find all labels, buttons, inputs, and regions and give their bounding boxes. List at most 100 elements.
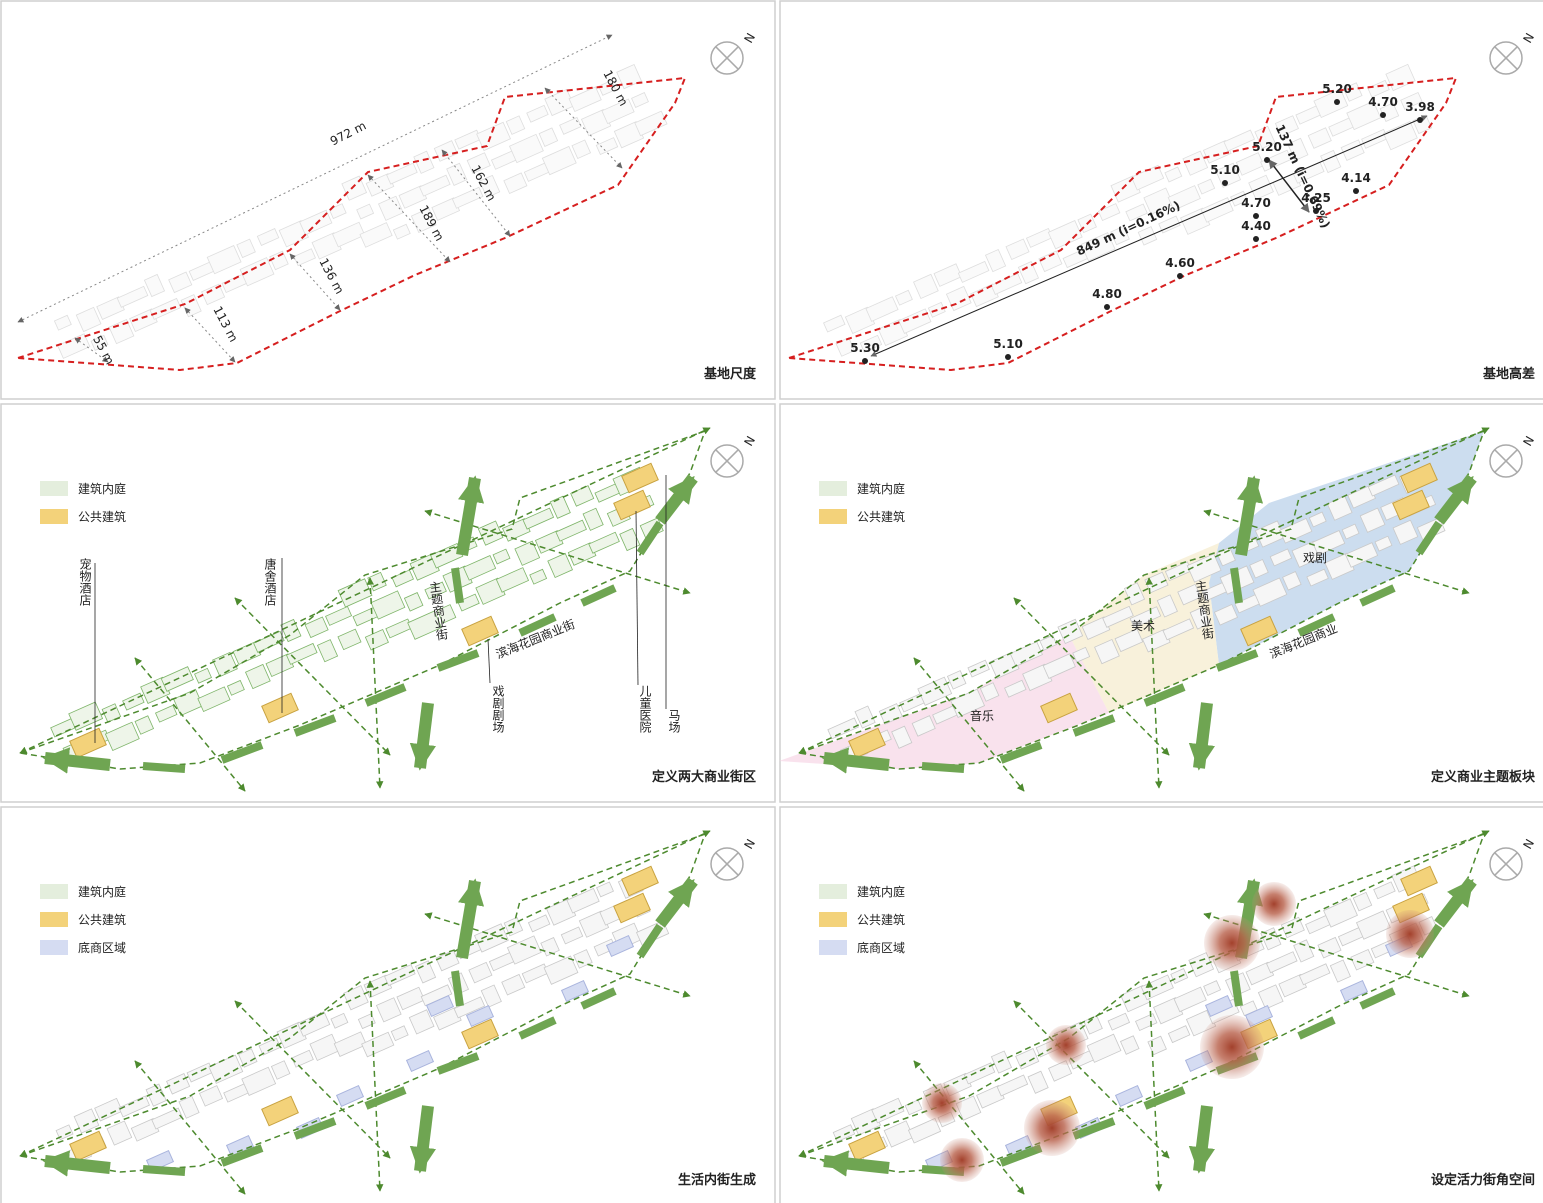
street-edge [364,1086,407,1110]
street-edge [142,762,186,773]
panel-title: 设定活力街角空间 [1431,1172,1535,1188]
legend-swatch [40,884,68,899]
street-edge [1143,1086,1186,1110]
street-edge [636,923,664,959]
axis-arrow [1145,980,1163,1192]
annotation: 5.10 [993,337,1023,351]
axis-arrow [234,597,391,756]
legend-swatch [819,481,847,496]
elevation-point [1380,112,1386,118]
building [1400,91,1423,110]
annotation: 3.98 [1405,100,1435,114]
elevation-point [1334,99,1340,105]
dimension-line [184,307,236,363]
elevation-point [862,358,868,364]
compass-line [1494,46,1518,70]
street-edge [1230,970,1243,1007]
annotation: 儿童医院 [638,685,652,733]
street-edge [436,1052,480,1075]
flow-arrow [42,1150,111,1177]
annotation: 5.20 [1252,140,1282,154]
building [835,337,855,357]
flow-arrow [1188,1105,1216,1174]
annotation: 4.70 [1241,196,1271,210]
street-edge [436,649,480,672]
street-edge [999,741,1043,764]
vitality-node [940,1138,984,1182]
flow-arrow [1188,702,1216,771]
flow-arrow [1434,877,1477,928]
compass-line [715,852,739,876]
flow-arrow [1235,475,1264,556]
building [1313,88,1349,119]
annotation: 4.14 [1341,171,1371,185]
axis-arrow [19,427,711,754]
compass-ring [1489,444,1523,478]
flow-arrow [409,1105,437,1174]
leader-line [635,510,639,686]
leader-line [487,638,491,684]
street-edge [451,970,464,1007]
compass-line [715,449,739,473]
legend-label: 底商区域 [857,940,905,955]
elevation-point [1253,236,1259,242]
panel-title: 定义商业主题板块 [1430,769,1536,785]
annotation: 美术 [1131,619,1155,633]
panel-title: 基地尺度 [703,366,757,382]
annotation: 4.60 [1165,256,1195,270]
axis-arrow [424,509,691,595]
flow-arrow [655,474,698,525]
elevation-point [1264,157,1270,163]
elevation-point [1104,304,1110,310]
street-edge [1415,520,1443,556]
street-edge [364,683,407,707]
street-edge [1359,584,1396,607]
legend-label: 公共建筑 [78,912,126,927]
annotation: 5.30 [850,341,880,355]
flow-arrow [1434,474,1477,525]
flow-arrow [821,747,890,774]
panel-title: 生活内街生成 [678,1172,756,1188]
compass-ring [710,41,744,75]
compass-ring [1489,847,1523,881]
axis-arrow [1013,597,1170,756]
street-edge [1072,1117,1116,1140]
annotation: 4.25 [1301,191,1331,205]
axis-arrow [798,830,1490,1157]
legend-swatch [40,509,68,524]
dimension-line [441,149,511,237]
street-edge [1072,714,1116,737]
annotation: 5.20 [1322,82,1352,96]
flow-arrow [821,1150,890,1177]
legend-swatch [819,884,847,899]
panel-title: 定义两大商业街区 [651,769,756,785]
street-edge [220,1144,264,1167]
street-edge [1230,567,1243,604]
compass-ring [710,847,744,881]
street-edge [293,1117,337,1140]
street-edge [293,714,337,737]
flow-arrow [655,877,698,928]
dimension-line [544,87,623,169]
vitality-node [1252,882,1296,926]
vitality-node [1204,915,1260,971]
elevation-point [1222,180,1228,186]
street-edge [999,1144,1043,1167]
street-edge [1297,613,1336,637]
building [616,63,642,90]
axis-arrow [798,427,1490,754]
axis-arrow [366,980,384,1192]
legend-swatch [819,509,847,524]
vitality-node [1024,1100,1080,1156]
vitality-node [1386,910,1434,958]
axis-arrow [134,1060,246,1195]
panel-title: 基地高差 [1482,366,1535,382]
elevation-point [1177,273,1183,279]
elevation-point [1313,208,1319,214]
legend-swatch [819,912,847,927]
legend-label: 公共建筑 [857,509,905,524]
